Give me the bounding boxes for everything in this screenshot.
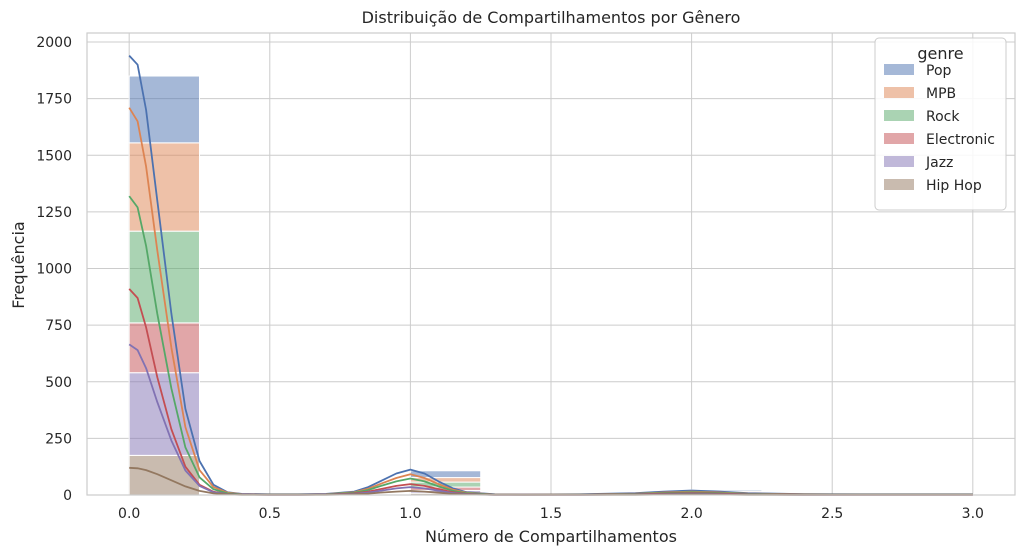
y-axis-label: Frequência	[9, 221, 28, 308]
y-tick-label-6: 1500	[36, 148, 72, 164]
y-tick-label-4: 1000	[36, 262, 72, 278]
y-tick-label-5: 1250	[36, 205, 72, 221]
x-tick-label-4: 2.0	[680, 506, 702, 522]
legend-label-hip-hop: Hip Hop	[926, 178, 982, 194]
bar-rock-bin-0	[128, 230, 200, 324]
x-tick-label-6: 3.0	[962, 506, 984, 522]
x-tick-label-3: 1.5	[540, 506, 562, 522]
chart-title: Distribuição de Compartilhamentos por Gê…	[362, 8, 741, 27]
legend-swatch-pop	[884, 64, 914, 75]
legend-swatch-hip-hop	[884, 179, 914, 190]
kde-line-hip-hop	[129, 466, 973, 496]
legend-swatch-mpb	[884, 87, 914, 98]
y-axis-ticks: 0 250 500 750 1000 1250 1500 1750 2000	[36, 35, 72, 504]
legend-label-electronic: Electronic	[926, 132, 995, 148]
legend-label-mpb: MPB	[926, 86, 956, 102]
plot-area	[86, 32, 1016, 496]
legend-swatch-electronic	[884, 133, 914, 144]
x-axis-ticks: 0.0 0.5 1.0 1.5 2.0 2.5 3.0	[118, 506, 984, 522]
y-tick-label-0: 0	[63, 488, 72, 504]
kde-lines	[128, 54, 973, 496]
x-tick-label-1: 0.5	[259, 506, 281, 522]
kde-line-pop	[128, 54, 973, 496]
legend-label-pop: Pop	[926, 63, 952, 79]
legend-title: genre	[917, 44, 963, 63]
y-tick-label-2: 500	[45, 375, 72, 391]
bar-pop-bin-0	[128, 75, 200, 144]
y-tick-label-8: 2000	[36, 35, 72, 51]
legend-label-rock: Rock	[926, 109, 960, 125]
x-axis-label: Número de Compartilhamentos	[425, 527, 677, 546]
plot-frame	[86, 32, 1016, 496]
legend-swatch-jazz	[884, 156, 914, 167]
y-tick-label-7: 1750	[36, 92, 72, 108]
legend-swatch-rock	[884, 110, 914, 121]
legend-label-jazz: Jazz	[925, 155, 953, 171]
x-tick-label-2: 1.0	[399, 506, 421, 522]
x-tick-label-5: 2.5	[821, 506, 843, 522]
bar-jazz-bin-0	[128, 372, 200, 456]
x-tick-label-0: 0.0	[118, 506, 140, 522]
y-tick-label-1: 250	[45, 431, 72, 447]
bar-mpb-bin-0	[128, 142, 200, 232]
y-tick-label-3: 750	[45, 318, 72, 334]
